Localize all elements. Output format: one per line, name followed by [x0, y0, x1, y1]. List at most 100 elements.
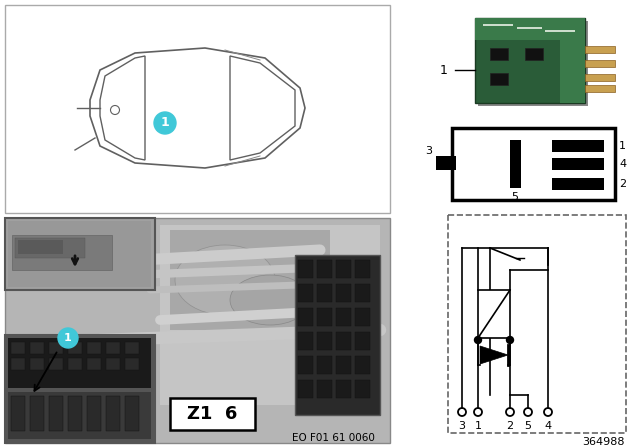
Bar [552, 140, 604, 152]
Bar [11, 396, 25, 431]
Bar [68, 358, 82, 370]
Bar [560, 23, 585, 103]
Bar [478, 290, 510, 338]
Bar [552, 178, 604, 190]
Bar [125, 342, 139, 354]
Bar [68, 342, 82, 354]
Bar [336, 356, 351, 374]
Bar [8, 392, 151, 439]
Bar [5, 5, 390, 213]
Bar [475, 18, 585, 40]
Bar [317, 356, 332, 374]
Bar [336, 308, 351, 326]
Circle shape [154, 112, 176, 134]
Text: 5: 5 [525, 421, 531, 431]
Bar [106, 358, 120, 370]
Text: 1: 1 [440, 64, 448, 77]
Bar [585, 60, 615, 67]
Bar [87, 342, 101, 354]
Bar [106, 342, 120, 354]
Bar [30, 396, 44, 431]
Bar [317, 260, 332, 278]
Bar [12, 235, 112, 270]
Bar [336, 284, 351, 302]
Bar [87, 358, 101, 370]
Bar [49, 358, 63, 370]
Bar [452, 128, 615, 200]
Bar [5, 218, 155, 290]
Bar [125, 396, 139, 431]
Circle shape [58, 328, 78, 348]
Bar [355, 380, 370, 398]
Text: 2: 2 [506, 421, 513, 431]
Bar [298, 284, 313, 302]
Text: 2: 2 [619, 179, 626, 189]
Bar [517, 27, 542, 29]
Bar [436, 156, 456, 170]
Bar [30, 342, 44, 354]
Bar [355, 284, 370, 302]
Bar [15, 238, 85, 258]
Text: 3: 3 [425, 146, 432, 156]
Bar [18, 240, 63, 254]
Text: 4: 4 [545, 421, 552, 431]
Bar [8, 221, 151, 287]
Bar [448, 215, 626, 433]
Text: 3: 3 [458, 421, 465, 431]
Text: 1: 1 [474, 421, 481, 431]
Bar [49, 342, 63, 354]
Bar [317, 308, 332, 326]
Bar [490, 73, 508, 85]
Bar [49, 396, 63, 431]
Circle shape [506, 336, 513, 344]
Ellipse shape [175, 245, 275, 315]
Bar [5, 218, 390, 443]
Bar [355, 308, 370, 326]
Bar [30, 358, 44, 370]
Bar [585, 85, 615, 92]
Bar [355, 356, 370, 374]
Bar [8, 338, 151, 388]
Bar [298, 380, 313, 398]
Bar [355, 332, 370, 350]
Bar [336, 380, 351, 398]
Bar [336, 332, 351, 350]
Bar [170, 398, 255, 430]
Text: EO F01 61 0060: EO F01 61 0060 [292, 433, 375, 443]
Bar [478, 21, 588, 106]
Bar [298, 356, 313, 374]
Bar [87, 396, 101, 431]
Bar [525, 48, 543, 60]
Text: 1: 1 [64, 333, 72, 343]
Text: Z1  6: Z1 6 [188, 405, 237, 423]
Text: 364988: 364988 [582, 437, 625, 447]
Bar [545, 30, 575, 32]
Bar [483, 24, 513, 26]
Polygon shape [480, 346, 508, 364]
Bar [125, 358, 139, 370]
Bar [510, 140, 521, 188]
Bar [552, 158, 604, 170]
Bar [298, 308, 313, 326]
Bar [490, 48, 508, 60]
Bar [298, 260, 313, 278]
Bar [170, 230, 330, 330]
Bar [11, 358, 25, 370]
Bar [336, 260, 351, 278]
Bar [585, 74, 615, 81]
Bar [317, 284, 332, 302]
Bar [68, 396, 82, 431]
Text: 1: 1 [161, 116, 170, 129]
Text: 1: 1 [619, 141, 626, 151]
Bar [160, 225, 380, 405]
Bar [585, 46, 615, 53]
Bar [106, 396, 120, 431]
Bar [355, 260, 370, 278]
Bar [11, 342, 25, 354]
Bar [5, 335, 155, 443]
Text: 5: 5 [511, 192, 518, 202]
Bar [317, 380, 332, 398]
Circle shape [474, 336, 481, 344]
Bar [295, 255, 380, 415]
Bar [298, 332, 313, 350]
